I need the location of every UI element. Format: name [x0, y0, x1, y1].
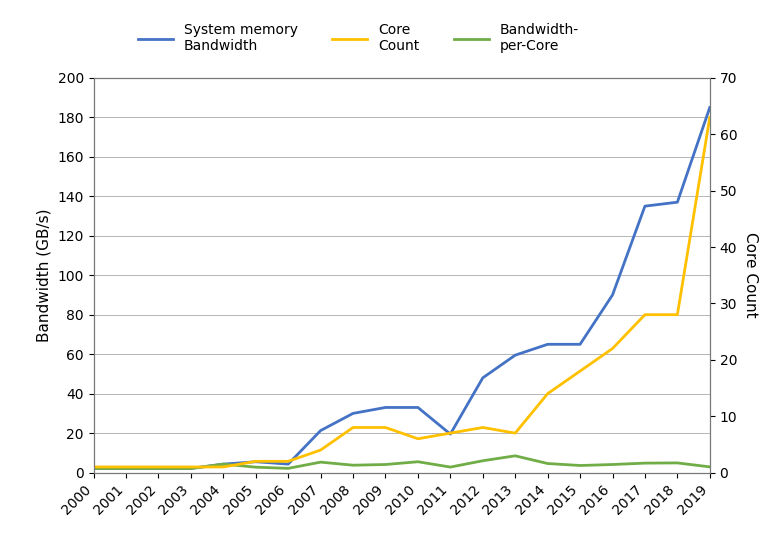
System memory
Bandwidth — [413, 404, 423, 411]
System memory
Bandwidth — [511, 352, 520, 359]
Bandwidth-
per-Core — [283, 465, 292, 471]
Bandwidth-
per-Core — [511, 453, 520, 459]
System memory
Bandwidth — [283, 461, 292, 468]
Bandwidth-
per-Core — [89, 465, 98, 472]
Core
Count — [251, 458, 261, 465]
Bandwidth-
per-Core — [154, 465, 163, 472]
Core
Count — [705, 114, 714, 121]
Core
Count — [89, 464, 98, 470]
System memory
Bandwidth — [543, 341, 552, 348]
Core
Count — [576, 368, 585, 374]
System memory
Bandwidth — [608, 291, 617, 298]
Bandwidth-
per-Core — [543, 460, 552, 467]
Bandwidth-
per-Core — [316, 459, 325, 465]
Core
Count — [218, 464, 228, 470]
Y-axis label: Bandwidth (GB/s): Bandwidth (GB/s) — [37, 208, 51, 342]
Line: Core
Count: Core Count — [94, 117, 710, 467]
Core
Count — [608, 345, 617, 352]
Bandwidth-
per-Core — [478, 458, 488, 464]
Bandwidth-
per-Core — [576, 462, 585, 469]
System memory
Bandwidth — [478, 375, 488, 381]
Core
Count — [186, 464, 196, 470]
Core
Count — [316, 446, 325, 453]
Core
Count — [283, 458, 292, 465]
System memory
Bandwidth — [349, 410, 358, 417]
Core
Count — [381, 424, 390, 431]
Bandwidth-
per-Core — [186, 465, 196, 472]
Bandwidth-
per-Core — [413, 458, 423, 465]
Core
Count — [543, 390, 552, 397]
System memory
Bandwidth — [445, 431, 455, 438]
Core
Count — [122, 464, 131, 470]
Y-axis label: Core Count: Core Count — [743, 232, 758, 318]
System memory
Bandwidth — [705, 104, 714, 111]
Bandwidth-
per-Core — [640, 460, 650, 466]
Core
Count — [154, 464, 163, 470]
Core
Count — [445, 430, 455, 436]
System memory
Bandwidth — [89, 465, 98, 472]
Bandwidth-
per-Core — [251, 464, 261, 470]
System memory
Bandwidth — [640, 203, 650, 210]
Bandwidth-
per-Core — [672, 460, 682, 466]
Bandwidth-
per-Core — [705, 464, 714, 470]
System memory
Bandwidth — [154, 465, 163, 472]
System memory
Bandwidth — [186, 465, 196, 472]
Bandwidth-
per-Core — [122, 465, 131, 472]
Bandwidth-
per-Core — [349, 462, 358, 469]
System memory
Bandwidth — [576, 341, 585, 348]
System memory
Bandwidth — [672, 199, 682, 206]
Bandwidth-
per-Core — [445, 464, 455, 470]
System memory
Bandwidth — [381, 404, 390, 411]
Core
Count — [349, 424, 358, 431]
Bandwidth-
per-Core — [608, 461, 617, 468]
Bandwidth-
per-Core — [381, 461, 390, 468]
System memory
Bandwidth — [316, 427, 325, 434]
System memory
Bandwidth — [122, 465, 131, 472]
System memory
Bandwidth — [218, 461, 228, 468]
Bandwidth-
per-Core — [218, 461, 228, 468]
System memory
Bandwidth — [251, 458, 261, 465]
Core
Count — [672, 311, 682, 318]
Core
Count — [511, 430, 520, 436]
Core
Count — [413, 435, 423, 442]
Line: Bandwidth-
per-Core: Bandwidth- per-Core — [94, 456, 710, 469]
Core
Count — [478, 424, 488, 431]
Legend: System memory
Bandwidth, Core
Count, Bandwidth-
per-Core: System memory Bandwidth, Core Count, Ban… — [133, 18, 585, 59]
Core
Count — [640, 311, 650, 318]
Line: System memory
Bandwidth: System memory Bandwidth — [94, 107, 710, 469]
